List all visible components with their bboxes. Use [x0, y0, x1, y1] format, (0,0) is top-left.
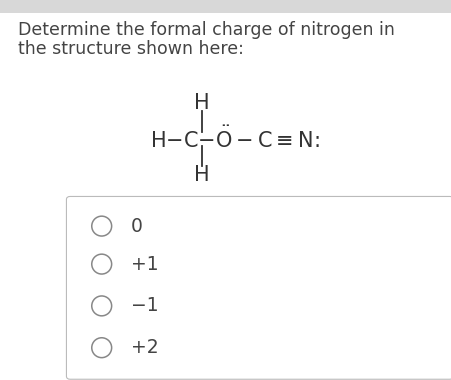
Text: −1: −1	[131, 296, 158, 315]
Bar	[0, 0, 451, 13]
Text: the structure shown here:: the structure shown here:	[18, 40, 244, 58]
FancyBboxPatch shape	[66, 196, 451, 379]
Text: 0: 0	[131, 217, 143, 236]
Text: Determine the formal charge of nitrogen in: Determine the formal charge of nitrogen …	[18, 21, 394, 39]
Text: H$-$C$-\ddot{\mathrm{O}}-$C${\equiv}$N:: H$-$C$-\ddot{\mathrm{O}}-$C${\equiv}$N:	[150, 125, 319, 152]
Text: H: H	[194, 93, 209, 112]
Text: +1: +1	[131, 255, 158, 274]
Text: H: H	[194, 165, 209, 185]
Text: +2: +2	[131, 338, 158, 357]
